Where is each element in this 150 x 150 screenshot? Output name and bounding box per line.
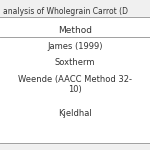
- Text: Method: Method: [58, 26, 92, 35]
- Text: analysis of Wholegrain Carrot (D: analysis of Wholegrain Carrot (D: [3, 7, 128, 16]
- Text: James (1999): James (1999): [47, 42, 103, 51]
- Bar: [0, 17, 150, 143]
- Text: Weende (AACC Method 32-
10): Weende (AACC Method 32- 10): [18, 75, 132, 94]
- Text: Soxtherm: Soxtherm: [55, 58, 95, 67]
- Text: Kjeldhal: Kjeldhal: [58, 110, 92, 118]
